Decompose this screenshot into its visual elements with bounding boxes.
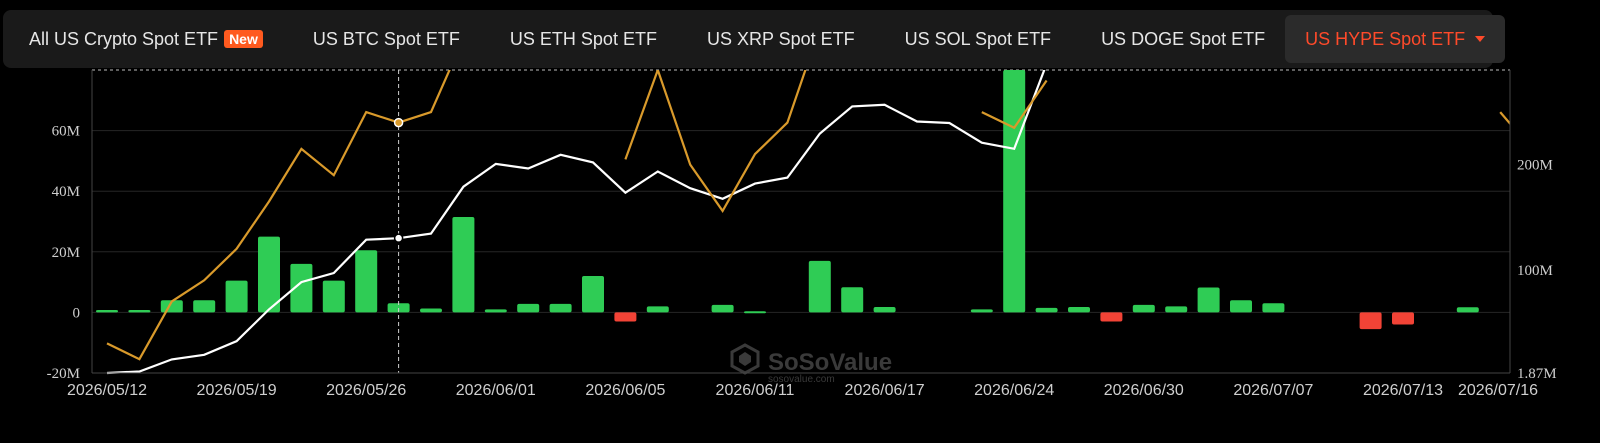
inflow-bar: [1003, 70, 1026, 313]
inflow-bar: [1165, 306, 1188, 313]
tab-all-us-crypto-spot-etf[interactable]: All US Crypto Spot ETF New: [17, 10, 275, 68]
tab-label: US ETH Spot ETF: [509, 28, 657, 49]
inflow-bar: [808, 260, 831, 313]
inflow-bar: [970, 309, 993, 313]
outflow-bar: [1392, 312, 1414, 325]
left-tick-label: 20M: [52, 245, 80, 261]
tab-us-btc-spot-etf[interactable]: US BTC Spot ETF: [301, 10, 472, 68]
inflow-bar: [873, 306, 896, 313]
new-badge: New: [224, 30, 263, 48]
inflow-bar: [517, 303, 540, 313]
tab-label: US SOL Spot ETF: [904, 28, 1052, 49]
outflow-bar: [614, 312, 637, 322]
inflow-bar: [1456, 307, 1479, 313]
inflow-bar: [322, 280, 345, 313]
tab-label: All US Crypto Spot ETF: [29, 28, 219, 49]
inflow-bar: [711, 304, 734, 313]
bars: [96, 70, 1479, 330]
watermark: SoSoValue sosovalue.com: [730, 343, 892, 385]
inflow-bar: [225, 280, 248, 313]
inflow-bar: [1230, 300, 1252, 313]
cumulative-inflow-line: [106, 70, 1046, 375]
inflow-bar: [484, 309, 507, 313]
x-tick-label: 2026/06/05: [585, 382, 665, 399]
right-tick-label: 200M: [1517, 158, 1553, 174]
inflow-bar: [355, 250, 378, 313]
tab-us-xrp-spot-etf[interactable]: US XRP Spot ETF: [695, 10, 867, 68]
tab-us-doge-spot-etf[interactable]: US DOGE Spot ETF: [1089, 10, 1277, 68]
x-tick-label: 2026/06/17: [845, 382, 925, 399]
x-tick-label: 2026/05/19: [197, 382, 277, 399]
inflow-bar: [193, 300, 216, 313]
x-tick-label: 2026/05/12: [67, 382, 147, 399]
left-tick-label: 60M: [52, 124, 80, 140]
tab-label: US HYPE Spot ETF: [1305, 28, 1466, 49]
left-tick-label: -20M: [47, 366, 80, 382]
x-tick-label: 2026/06/30: [1104, 382, 1184, 399]
caret-down-icon: [1475, 36, 1486, 42]
inflow-bar: [96, 309, 118, 313]
x-tick-label: 2026/06/01: [456, 382, 536, 399]
inflow-bar: [420, 308, 442, 313]
inflow-bar: [258, 236, 280, 313]
net-assets-line: [1499, 111, 1510, 126]
tab-label: US XRP Spot ETF: [706, 28, 855, 49]
tab-us-eth-spot-etf[interactable]: US ETH Spot ETF: [498, 10, 669, 68]
inflow-bar: [1132, 304, 1155, 313]
inflow-bar: [387, 303, 410, 313]
tab-us-sol-spot-etf[interactable]: US SOL Spot ETF: [893, 10, 1063, 68]
left-tick-label: 0: [73, 305, 81, 321]
inflow-bar: [646, 306, 669, 313]
inflow-bar: [744, 311, 766, 314]
net-assets-line: [624, 70, 807, 213]
inflow-bar: [1262, 303, 1285, 313]
watermark-sub: sosovalue.com: [768, 374, 835, 385]
left-tick-label: 40M: [52, 184, 80, 200]
sosovalue-logo-icon: [730, 343, 760, 375]
inflow-bar: [1068, 306, 1090, 313]
inflow-bar: [128, 309, 151, 313]
watermark-name: SoSoValue: [768, 349, 892, 376]
inflow-bar: [841, 287, 864, 313]
x-tick-label: 2026/07/07: [1233, 382, 1313, 399]
etf-tab-bar: All US Crypto Spot ETF New US BTC Spot E…: [3, 10, 1506, 68]
right-tick-label: 100M: [1517, 263, 1553, 279]
lines: [106, 70, 1510, 375]
outflow-bar: [1100, 312, 1123, 322]
net-assets-line: [981, 79, 1048, 130]
tab-label: US BTC Spot ETF: [312, 28, 460, 49]
inflow-bar: [549, 303, 572, 313]
right-tick-label: 1.87M: [1517, 366, 1557, 382]
inflow-bar: [1035, 307, 1058, 313]
inflow-bar: [582, 276, 604, 313]
inflow-bar: [452, 216, 475, 313]
cumulative-hover-dot: [393, 233, 404, 243]
net-assets-line: [106, 70, 451, 361]
outflow-bar: [1359, 312, 1382, 330]
x-tick-label: 2026/06/11: [716, 382, 795, 399]
x-tick-label: 2026/07/16: [1458, 382, 1538, 399]
grid: [92, 69, 1510, 374]
inflow-bar: [1197, 287, 1220, 313]
inflow-bar: [290, 263, 313, 313]
x-tick-label: 2026/05/26: [326, 382, 406, 399]
tab-us-hype-spot-etf[interactable]: US HYPE Spot ETF: [1285, 15, 1506, 63]
net-assets-hover-dot: [393, 117, 404, 128]
tab-label: US DOGE Spot ETF: [1101, 28, 1266, 49]
x-tick-label: 2026/07/13: [1363, 382, 1443, 399]
crosshair: [393, 70, 404, 373]
x-tick-label: 2026/06/24: [974, 382, 1054, 399]
axes: -20M 0 20M 40M 60M 1.87M 100M 200M 2026/05/12 202…: [47, 70, 1557, 399]
